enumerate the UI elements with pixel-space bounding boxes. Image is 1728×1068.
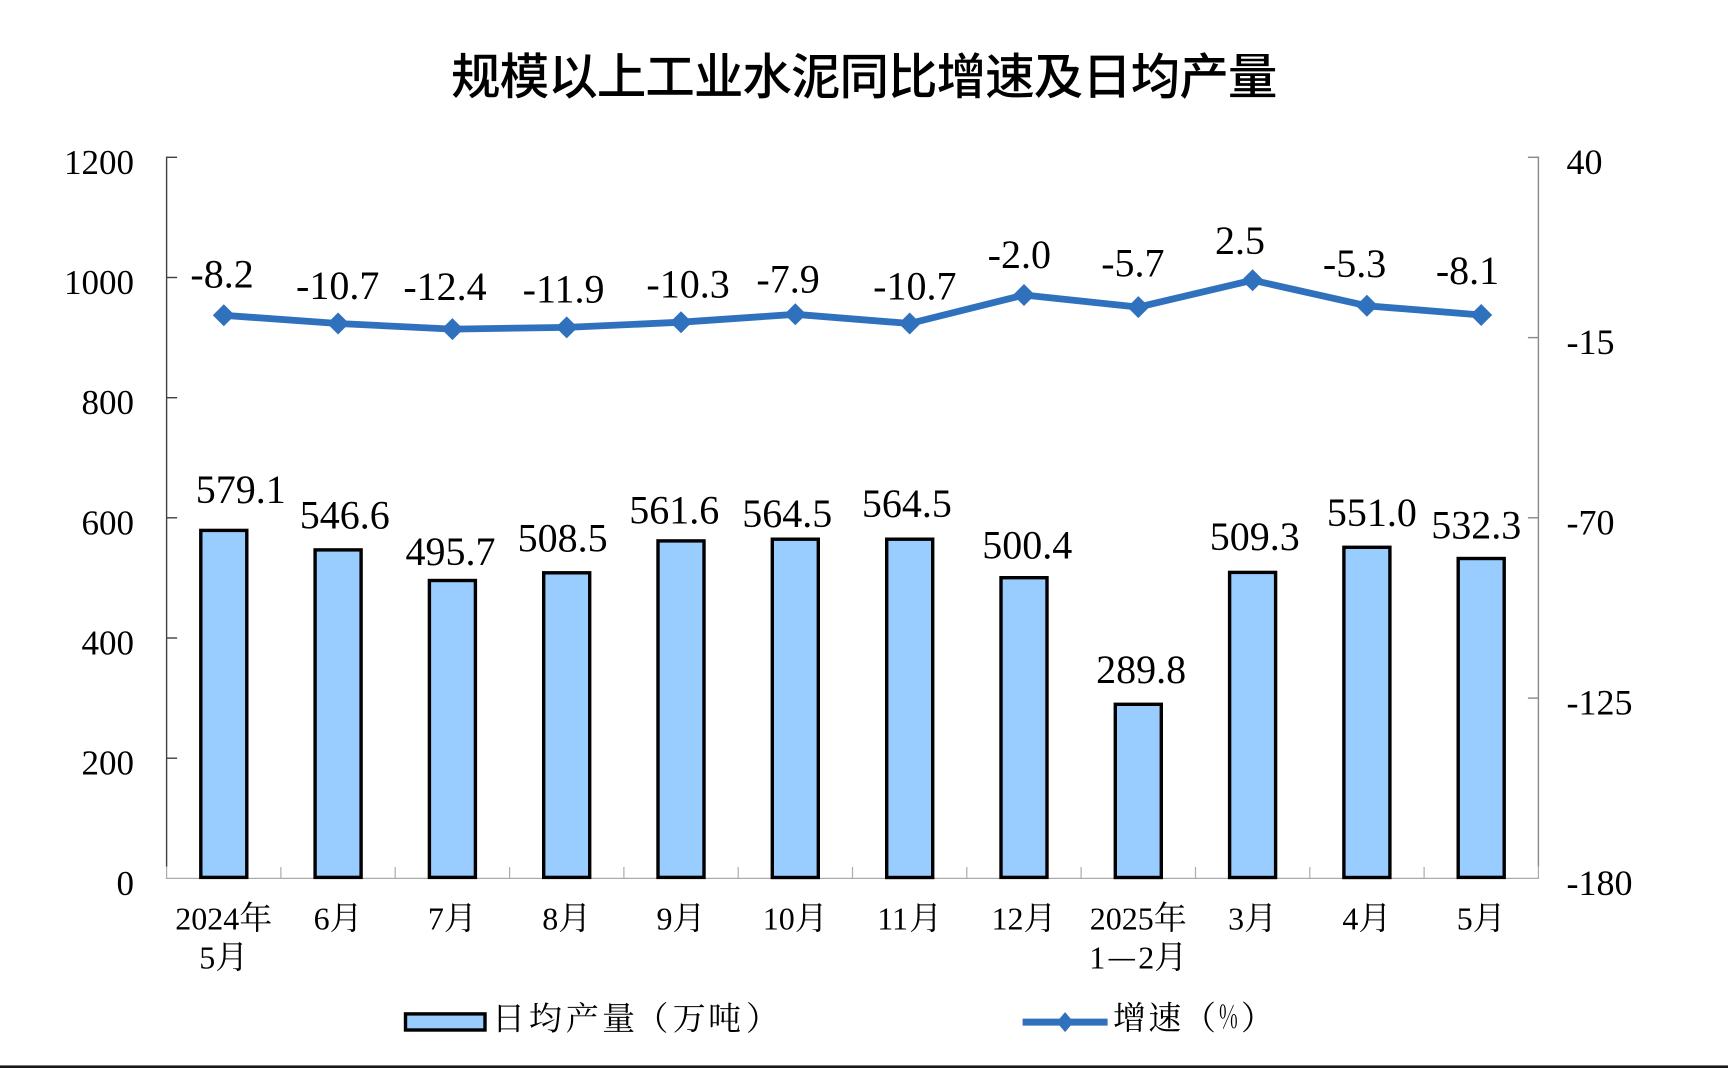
svg-text:1000: 1000 bbox=[64, 263, 134, 302]
svg-text:-12.4: -12.4 bbox=[403, 264, 486, 309]
svg-text:2024: 2024 bbox=[175, 901, 239, 937]
svg-text:532.3: 532.3 bbox=[1431, 502, 1521, 547]
svg-text:400: 400 bbox=[82, 624, 135, 663]
svg-text:-7.9: -7.9 bbox=[756, 256, 819, 301]
svg-text:-10.7: -10.7 bbox=[296, 263, 379, 308]
svg-text:-180: -180 bbox=[1567, 863, 1633, 903]
svg-text:200: 200 bbox=[82, 744, 135, 783]
svg-text:-125: -125 bbox=[1567, 683, 1633, 723]
svg-text:12: 12 bbox=[992, 901, 1024, 937]
svg-text:10: 10 bbox=[763, 901, 795, 937]
svg-text:-8.1: -8.1 bbox=[1436, 248, 1499, 293]
svg-text:4: 4 bbox=[1342, 901, 1358, 937]
svg-text:509.3: 509.3 bbox=[1210, 514, 1300, 559]
svg-text:11: 11 bbox=[877, 901, 908, 937]
svg-text:508.5: 508.5 bbox=[518, 516, 608, 561]
svg-text:546.6: 546.6 bbox=[300, 493, 390, 538]
svg-text:8: 8 bbox=[542, 901, 558, 937]
svg-text:40: 40 bbox=[1567, 142, 1603, 182]
svg-text:-11.9: -11.9 bbox=[523, 266, 605, 311]
svg-text:289.8: 289.8 bbox=[1096, 647, 1186, 692]
svg-text:564.5: 564.5 bbox=[862, 481, 952, 526]
svg-text:2025: 2025 bbox=[1090, 901, 1154, 937]
svg-text:600: 600 bbox=[82, 503, 135, 542]
svg-text:495.7: 495.7 bbox=[406, 529, 496, 574]
svg-text:2.5: 2.5 bbox=[1215, 218, 1265, 263]
svg-text:2: 2 bbox=[1138, 940, 1154, 976]
svg-text:-8.2: -8.2 bbox=[190, 252, 253, 297]
svg-text:800: 800 bbox=[82, 383, 135, 422]
svg-text:6: 6 bbox=[314, 901, 330, 937]
svg-text:7: 7 bbox=[428, 901, 444, 937]
svg-text:5: 5 bbox=[199, 940, 215, 976]
svg-text:-5.7: -5.7 bbox=[1101, 240, 1164, 285]
svg-text:500.4: 500.4 bbox=[982, 523, 1072, 568]
svg-text:564.5: 564.5 bbox=[742, 491, 832, 536]
svg-text:-10.7: -10.7 bbox=[873, 263, 956, 308]
svg-text:3: 3 bbox=[1228, 901, 1244, 937]
svg-text:551.0: 551.0 bbox=[1327, 490, 1417, 535]
svg-text:561.6: 561.6 bbox=[629, 488, 719, 533]
svg-text:0: 0 bbox=[117, 864, 135, 903]
svg-text:9: 9 bbox=[657, 901, 673, 937]
svg-text:-5.3: -5.3 bbox=[1323, 241, 1386, 286]
svg-text:579.1: 579.1 bbox=[196, 467, 286, 512]
svg-text:-10.3: -10.3 bbox=[646, 261, 729, 306]
svg-text:5: 5 bbox=[1457, 901, 1473, 937]
svg-text:-15: -15 bbox=[1567, 322, 1615, 362]
svg-text:1200: 1200 bbox=[64, 143, 134, 182]
svg-text:1: 1 bbox=[1089, 940, 1105, 976]
svg-text:-70: -70 bbox=[1567, 502, 1615, 542]
svg-text:-2.0: -2.0 bbox=[988, 232, 1051, 277]
